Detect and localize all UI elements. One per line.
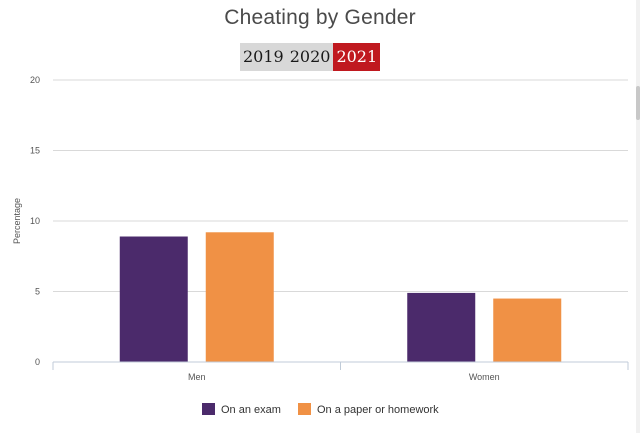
y-tick-label: 15 bbox=[30, 146, 40, 156]
legend-swatch bbox=[202, 403, 215, 415]
year-tab-2019[interactable]: 2019 bbox=[240, 43, 287, 71]
scrollbar-thumb[interactable] bbox=[636, 86, 640, 120]
y-axis-label: Percentage bbox=[12, 198, 22, 244]
y-tick-label: 20 bbox=[30, 75, 40, 85]
bar-women-series-1[interactable] bbox=[493, 298, 562, 362]
y-tick-label: 0 bbox=[35, 357, 40, 367]
chart-title: Cheating by Gender bbox=[224, 6, 416, 29]
year-selector: 2019 2020 2021 bbox=[240, 43, 381, 71]
bar-men-series-0[interactable] bbox=[119, 236, 188, 362]
legend: On an exam On a paper or homework bbox=[202, 403, 439, 416]
x-tick-label: Women bbox=[469, 372, 500, 382]
x-tick-label: Men bbox=[188, 372, 206, 382]
legend-label[interactable]: On an exam bbox=[221, 404, 281, 416]
scrollbar[interactable] bbox=[636, 0, 640, 433]
y-tick-label: 5 bbox=[35, 287, 40, 297]
y-tick-label: 10 bbox=[30, 216, 40, 226]
year-tab-2021[interactable]: 2021 bbox=[333, 43, 381, 71]
bar-women-series-0[interactable] bbox=[407, 292, 476, 362]
bar-men-series-1[interactable] bbox=[205, 232, 274, 362]
legend-label[interactable]: On a paper or homework bbox=[317, 404, 439, 416]
legend-swatch bbox=[298, 403, 311, 415]
bars bbox=[119, 232, 562, 362]
year-tab-2020[interactable]: 2020 bbox=[286, 43, 334, 71]
axes: 0 5 10 15 20 Men Women bbox=[30, 75, 629, 382]
